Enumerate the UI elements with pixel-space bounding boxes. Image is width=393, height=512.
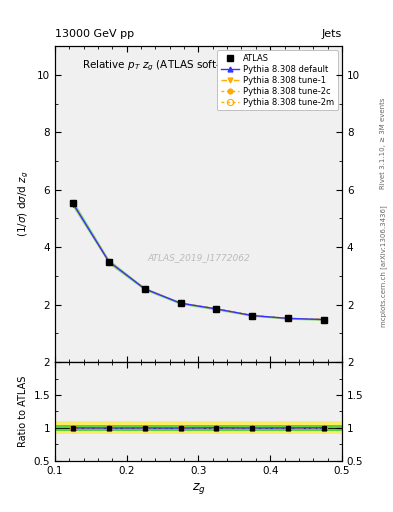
Y-axis label: Ratio to ATLAS: Ratio to ATLAS: [18, 376, 28, 447]
Text: Relative $p_T$ $z_g$ (ATLAS soft-drop observables): Relative $p_T$ $z_g$ (ATLAS soft-drop ob…: [82, 59, 315, 73]
Text: ATLAS_2019_I1772062: ATLAS_2019_I1772062: [147, 253, 250, 262]
Text: 13000 GeV pp: 13000 GeV pp: [55, 29, 134, 39]
Legend: ATLAS, Pythia 8.308 default, Pythia 8.308 tune-1, Pythia 8.308 tune-2c, Pythia 8: ATLAS, Pythia 8.308 default, Pythia 8.30…: [217, 50, 338, 110]
Text: mcplots.cern.ch [arXiv:1306.3436]: mcplots.cern.ch [arXiv:1306.3436]: [380, 205, 387, 327]
Text: Rivet 3.1.10, ≥ 3M events: Rivet 3.1.10, ≥ 3M events: [380, 98, 386, 189]
Bar: [55, 421, 342, 435]
Text: Jets: Jets: [321, 29, 342, 39]
Y-axis label: $(1/\sigma)\ \mathrm{d}\sigma/\mathrm{d}\ z_g$: $(1/\sigma)\ \mathrm{d}\sigma/\mathrm{d}…: [17, 171, 31, 238]
X-axis label: $z_g$: $z_g$: [191, 481, 206, 496]
Bar: [55, 424, 342, 431]
